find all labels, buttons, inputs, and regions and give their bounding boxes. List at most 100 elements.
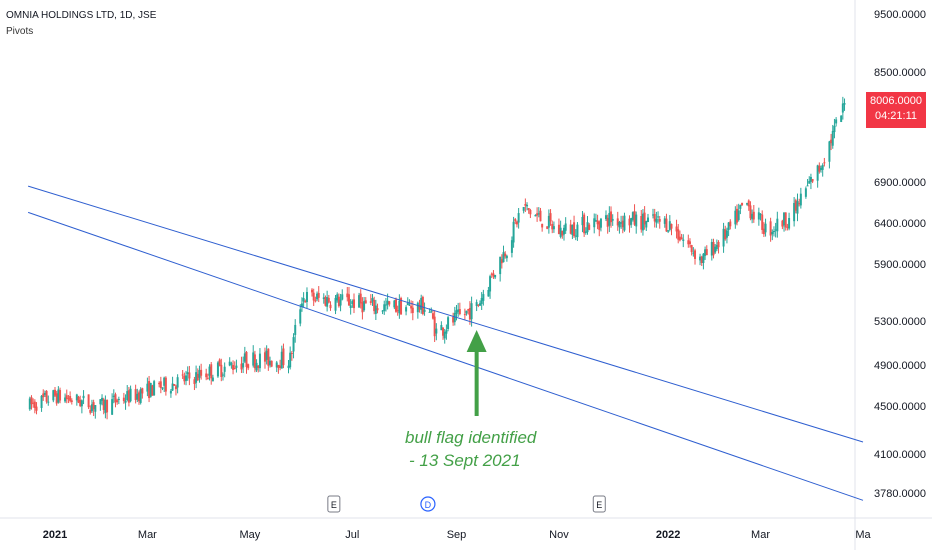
candle-body bbox=[786, 226, 789, 228]
candle-body bbox=[410, 305, 413, 309]
candle-body bbox=[804, 188, 807, 197]
candle-body bbox=[158, 382, 161, 385]
candle-body bbox=[571, 224, 574, 235]
candle-body bbox=[593, 218, 596, 228]
candle-body bbox=[559, 227, 562, 237]
earnings-marker[interactable]: E bbox=[327, 495, 341, 513]
candle-body bbox=[126, 391, 129, 401]
candle-body bbox=[581, 216, 584, 226]
candle-body bbox=[111, 399, 114, 415]
candle-body bbox=[52, 390, 55, 401]
candle-body bbox=[831, 130, 834, 146]
candle-body bbox=[512, 221, 515, 243]
candle-body bbox=[561, 230, 564, 236]
last-price: 8006.0000 bbox=[870, 95, 922, 107]
candle-body bbox=[640, 216, 643, 230]
candle-body bbox=[749, 205, 752, 219]
candle-body bbox=[510, 240, 513, 253]
candle-body bbox=[232, 365, 235, 370]
bar-countdown: 04:21:11 bbox=[874, 110, 917, 122]
candle-body bbox=[700, 256, 703, 263]
x-tick-label: Nov bbox=[549, 529, 569, 541]
candle-body bbox=[275, 362, 278, 368]
channel-line-lower[interactable] bbox=[27, 211, 864, 501]
candle-body bbox=[784, 212, 787, 228]
candle-body bbox=[694, 250, 697, 259]
candle-body bbox=[242, 363, 245, 368]
candle-body bbox=[478, 303, 481, 306]
candle-body bbox=[494, 274, 497, 278]
candle-body bbox=[490, 273, 493, 275]
candle-body bbox=[258, 353, 261, 369]
channel-lines[interactable] bbox=[27, 185, 864, 501]
earnings-marker[interactable]: E bbox=[592, 495, 606, 513]
candle-body bbox=[280, 351, 283, 369]
candle-body bbox=[653, 213, 656, 222]
dividend-marker[interactable]: D bbox=[420, 496, 436, 512]
candle-body bbox=[727, 222, 730, 230]
y-tick-label: 4500.0000 bbox=[874, 401, 926, 413]
candle-body bbox=[705, 249, 708, 256]
candle-body bbox=[28, 398, 31, 410]
candle-body bbox=[529, 210, 532, 215]
candle-body bbox=[594, 220, 597, 222]
candle-body bbox=[808, 180, 811, 184]
candle-body bbox=[710, 241, 713, 256]
annotation-line-1: bull flag identified bbox=[405, 428, 537, 447]
candle-body bbox=[633, 211, 636, 225]
candle-body bbox=[106, 399, 109, 413]
candle-body bbox=[781, 220, 784, 227]
x-tick-label: 2022 bbox=[656, 529, 680, 541]
candle-body bbox=[161, 387, 164, 389]
candle-body bbox=[374, 305, 377, 314]
candle-body bbox=[841, 103, 844, 113]
candle-body bbox=[90, 404, 93, 412]
candle-body bbox=[628, 218, 631, 226]
candle-body bbox=[376, 308, 379, 311]
candle-body bbox=[646, 217, 649, 223]
candle-body bbox=[599, 218, 602, 228]
candle-body bbox=[240, 363, 243, 370]
candle-body bbox=[799, 193, 802, 206]
candle-body bbox=[562, 227, 565, 235]
candle-body bbox=[586, 222, 589, 233]
candle-body bbox=[134, 389, 137, 400]
candle-body bbox=[445, 330, 448, 334]
indicator-label[interactable]: Pivots bbox=[6, 26, 34, 37]
x-tick-label: Jul bbox=[345, 529, 359, 541]
channel-line-upper[interactable] bbox=[27, 185, 864, 443]
candle-body bbox=[467, 309, 470, 311]
candle-body bbox=[453, 312, 456, 323]
candle-body bbox=[702, 253, 705, 264]
candle-body bbox=[395, 299, 398, 312]
candle-body bbox=[89, 409, 92, 413]
candle-body bbox=[772, 231, 775, 233]
candle-body bbox=[300, 303, 303, 307]
candle-body bbox=[771, 231, 774, 235]
candle-body bbox=[452, 316, 455, 323]
candle-body bbox=[341, 294, 344, 300]
candle-body bbox=[311, 289, 314, 293]
candle-body bbox=[635, 214, 638, 227]
candle-body bbox=[682, 239, 685, 241]
candle-body bbox=[712, 241, 715, 256]
candle-body bbox=[208, 366, 211, 376]
candle-body bbox=[243, 353, 246, 362]
candle-body bbox=[322, 297, 325, 300]
candle-body bbox=[611, 218, 614, 221]
candle-body bbox=[610, 211, 613, 223]
candle-body bbox=[690, 245, 693, 253]
candle-body bbox=[347, 294, 350, 306]
candle-body bbox=[148, 381, 151, 399]
candle-body bbox=[77, 396, 80, 403]
candle-body bbox=[64, 397, 67, 402]
candle-body bbox=[211, 377, 214, 382]
candle-body bbox=[99, 399, 102, 405]
candle-body bbox=[475, 302, 478, 306]
candle-body bbox=[346, 293, 349, 298]
candle-body bbox=[463, 314, 466, 316]
candle-body bbox=[663, 218, 666, 224]
candle-body bbox=[65, 395, 68, 400]
